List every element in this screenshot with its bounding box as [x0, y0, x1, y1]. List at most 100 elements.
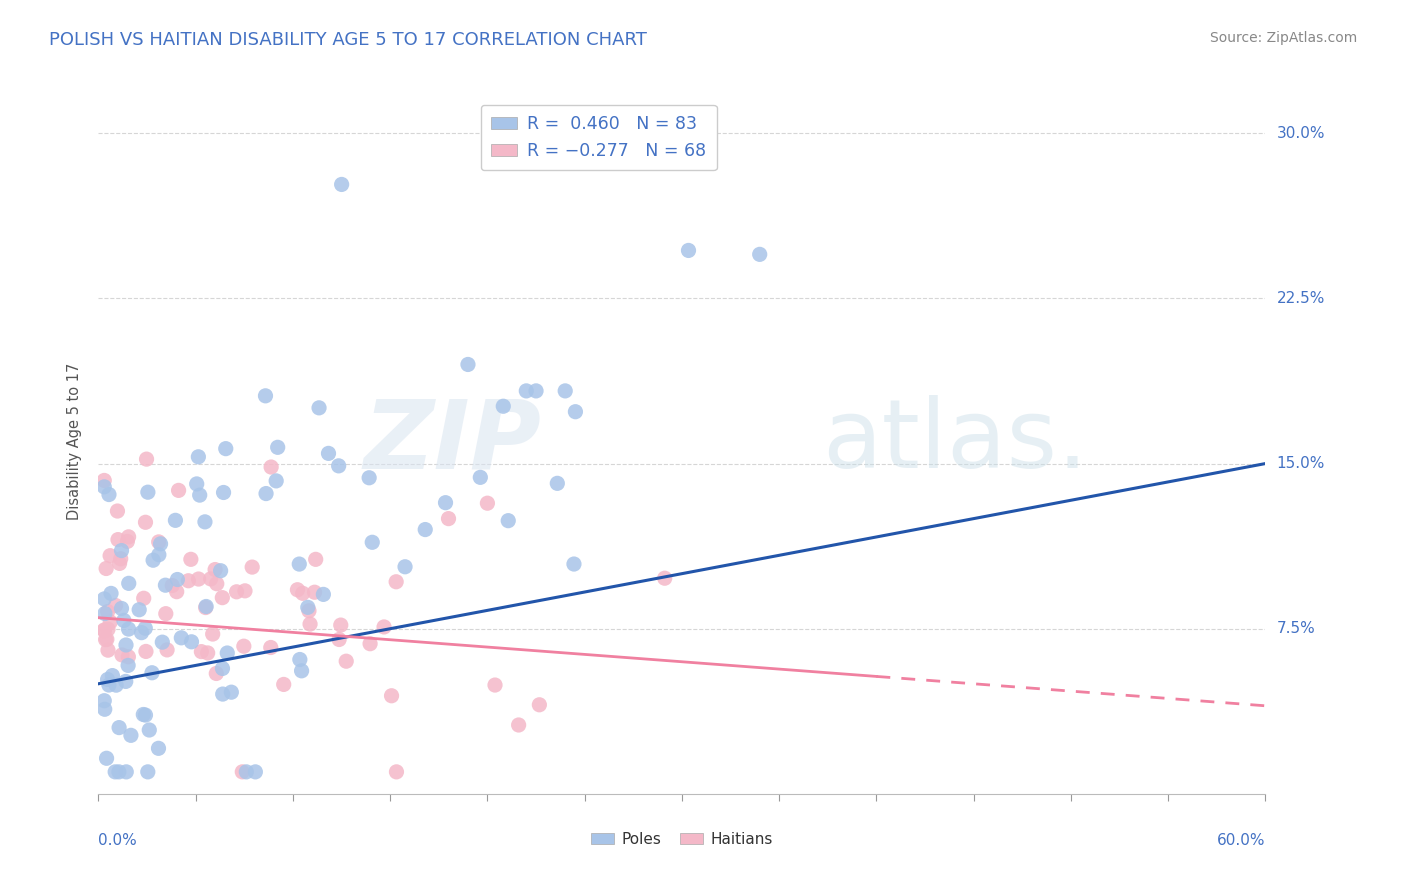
Point [110, 551, 132, 566]
Point [148, 535, 170, 549]
Point [160, 578, 183, 592]
Point [477, 496, 499, 510]
Point [100, 586, 122, 600]
Point [132, 591, 155, 606]
Point [134, 516, 156, 530]
Point [231, 764, 253, 779]
Point [93, 623, 115, 637]
Point [205, 666, 228, 681]
Point [328, 632, 350, 647]
Point [118, 576, 141, 591]
Point [93, 474, 115, 488]
Point [188, 488, 211, 502]
Point [195, 599, 218, 614]
Point [613, 148, 636, 162]
Point [308, 401, 330, 415]
Point [298, 604, 321, 618]
Point [131, 625, 153, 640]
Point [380, 689, 402, 703]
Point [98, 487, 121, 501]
Y-axis label: Disability Age 5 to 17: Disability Age 5 to 17 [67, 363, 83, 520]
Point [96, 561, 118, 575]
Point [134, 621, 156, 635]
Point [97, 678, 120, 692]
Point [273, 677, 295, 691]
Point [211, 591, 233, 605]
Point [470, 470, 492, 484]
Point [359, 637, 381, 651]
Point [117, 649, 139, 664]
Point [212, 485, 235, 500]
Point [135, 452, 157, 467]
Point [117, 658, 139, 673]
Point [166, 584, 188, 599]
Point [150, 635, 173, 649]
Point [187, 572, 209, 586]
Point [373, 620, 395, 634]
Point [98, 615, 121, 629]
Point [93, 624, 115, 638]
Point [96, 632, 118, 647]
Point [108, 764, 131, 779]
Point [564, 405, 586, 419]
Point [209, 564, 232, 578]
Point [177, 574, 200, 588]
Point [529, 698, 551, 712]
Point [201, 627, 224, 641]
Point [205, 576, 228, 591]
Point [180, 552, 202, 566]
Point [287, 582, 309, 597]
Point [132, 707, 155, 722]
Point [361, 535, 384, 549]
Point [165, 513, 187, 527]
Point [312, 587, 335, 601]
Point [233, 583, 256, 598]
Point [93, 591, 115, 606]
Point [97, 605, 120, 619]
Point [496, 514, 519, 528]
Point [254, 486, 277, 500]
Point [107, 504, 129, 518]
Point [190, 645, 212, 659]
Point [204, 563, 226, 577]
Point [194, 600, 217, 615]
Point [290, 664, 312, 678]
Point [187, 450, 209, 464]
Point [288, 652, 311, 666]
Point [117, 622, 139, 636]
Point [260, 460, 283, 475]
Point [335, 654, 357, 668]
Point [554, 384, 576, 398]
Point [297, 600, 319, 615]
Point [155, 578, 177, 592]
Point [110, 601, 132, 615]
Point [240, 560, 263, 574]
Point [508, 718, 530, 732]
Point [654, 571, 676, 585]
Point [93, 694, 115, 708]
Point [457, 358, 479, 372]
Point [142, 553, 165, 567]
Point [318, 446, 340, 460]
Point [260, 640, 283, 655]
Point [104, 764, 127, 779]
Point [413, 523, 436, 537]
Point [211, 687, 233, 701]
Point [148, 548, 170, 562]
Point [186, 477, 208, 491]
Point [232, 639, 254, 653]
Point [148, 741, 170, 756]
Point [211, 661, 233, 675]
Point [748, 247, 770, 261]
Point [134, 708, 156, 723]
Point [330, 178, 353, 192]
Point [104, 599, 127, 613]
Point [94, 632, 117, 647]
Point [305, 552, 328, 566]
Point [135, 644, 157, 658]
Point [359, 471, 381, 485]
Text: 60.0%: 60.0% [1218, 833, 1265, 847]
Point [141, 665, 163, 680]
Point [156, 643, 179, 657]
Text: 30.0%: 30.0% [1277, 126, 1324, 141]
